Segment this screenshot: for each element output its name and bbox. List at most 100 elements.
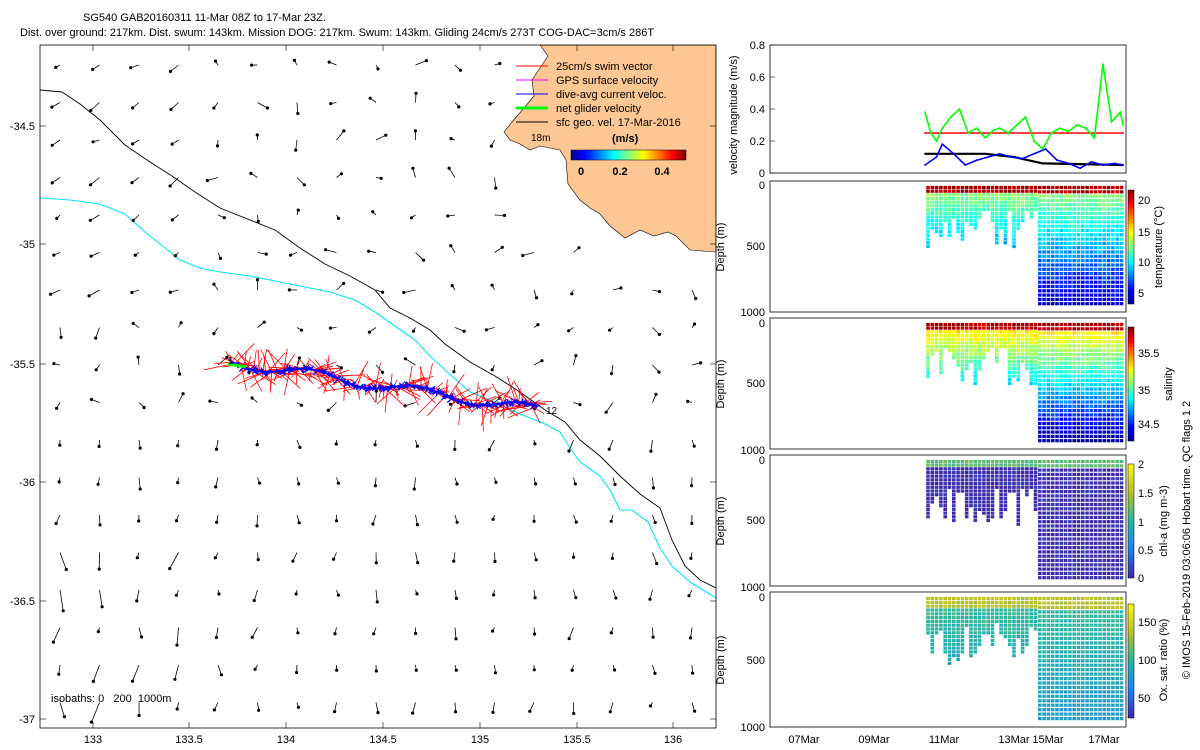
- temperature-point: [1098, 185, 1102, 190]
- temperature-point: [947, 211, 952, 215]
- chla-colorbar-tick: 1.5: [1138, 488, 1153, 500]
- temperature-point: [1020, 215, 1025, 219]
- oxygen-point: [1046, 614, 1051, 618]
- salinity-point: [1025, 352, 1029, 356]
- temperature-point: [1072, 272, 1076, 276]
- chla-point: [947, 467, 952, 471]
- salinity-point: [1115, 409, 1119, 413]
- chla-point: [1059, 472, 1064, 476]
- chla-point: [1081, 546, 1085, 550]
- temperature-point: [939, 211, 943, 215]
- temperature-point: [930, 189, 935, 193]
- chla-point: [1089, 563, 1094, 567]
- sfc-velocity-arrow-head: [692, 322, 697, 326]
- temperature-point: [1102, 224, 1107, 228]
- salinity-point: [952, 345, 956, 349]
- temperature-point: [1046, 216, 1051, 220]
- oxygen-point: [947, 654, 952, 658]
- temperature-point: [1076, 228, 1081, 233]
- salinity-point: [952, 341, 956, 345]
- salinity-point: [1115, 322, 1119, 327]
- chla-point: [1098, 558, 1102, 563]
- chla-point: [982, 504, 986, 508]
- sfc-velocity-arrow-head: [446, 214, 450, 218]
- sfc-velocity-arrow: [413, 477, 416, 490]
- salinity-point: [939, 359, 943, 363]
- oxygen-point: [1115, 632, 1119, 636]
- temperature-point: [1068, 284, 1072, 289]
- salinity-point: [1089, 434, 1094, 438]
- salinity-point: [1038, 327, 1042, 331]
- chla-point: [1076, 554, 1081, 558]
- temperature-point: [1102, 250, 1107, 254]
- temperature-point: [1016, 222, 1021, 226]
- sfc-velocity-arrow-head: [89, 254, 93, 258]
- chla-point: [1106, 546, 1111, 550]
- salinity-point: [960, 345, 965, 349]
- sfc-velocity-arrow-head: [613, 668, 617, 672]
- salinity-point: [1111, 378, 1115, 382]
- oxygen-point: [1050, 703, 1055, 707]
- oxygen-point: [1072, 685, 1076, 689]
- sfc-velocity-arrow-head: [379, 176, 383, 180]
- oxygen-point: [1038, 694, 1042, 698]
- chla-point: [977, 474, 982, 478]
- oxygen-point: [1029, 612, 1033, 616]
- oxygen-point: [1119, 628, 1124, 632]
- chla-point: [1025, 467, 1029, 471]
- sfc-velocity-arrow: [568, 627, 574, 639]
- swim-vector-arrow: [378, 378, 385, 389]
- sfc-velocity-arrow-head: [414, 631, 418, 636]
- temperature-point: [1111, 280, 1115, 284]
- chla-point: [1106, 567, 1111, 571]
- salinity-point: [926, 352, 930, 356]
- temperature-point: [1085, 194, 1089, 198]
- oxygen-point: [1007, 635, 1012, 639]
- chla-point: [1093, 464, 1098, 468]
- chla-point: [1063, 498, 1068, 502]
- salinity-point: [973, 322, 978, 327]
- chla-point: [1033, 500, 1038, 504]
- oxygen-point: [1020, 600, 1025, 604]
- sfc-velocity-arrow-head: [491, 629, 495, 633]
- salinity-point: [1102, 396, 1107, 400]
- swim-vector-arrow: [448, 399, 455, 413]
- salinity-point: [1029, 330, 1033, 334]
- salinity-point: [1068, 322, 1072, 327]
- sfc-velocity-arrow-head: [131, 321, 135, 325]
- temperature-point: [1098, 297, 1102, 301]
- oxygen-point: [1115, 650, 1119, 654]
- oxygen-point: [1003, 600, 1008, 604]
- chla-point: [1025, 478, 1029, 482]
- chla-point: [1063, 554, 1068, 558]
- chla-point: [1106, 468, 1111, 472]
- temperature-point: [1085, 211, 1089, 215]
- salinity-point: [1020, 330, 1025, 334]
- sfc-velocity-arrow: [652, 627, 654, 638]
- oxygen-point: [1089, 623, 1094, 627]
- chla-point: [1081, 498, 1085, 502]
- temperature-point: [1050, 297, 1055, 301]
- chla-point: [1033, 482, 1038, 486]
- salinity-point: [1059, 383, 1064, 387]
- depth-tick-label: 1000: [741, 307, 765, 319]
- swim-vector-arrow: [214, 361, 233, 365]
- oxygen-point: [1093, 601, 1098, 605]
- salinity-point: [1046, 331, 1051, 335]
- temperature-point: [1085, 276, 1089, 280]
- temperature-point: [1046, 246, 1051, 250]
- salinity-point: [1068, 365, 1072, 370]
- temperature-point: [1076, 211, 1081, 215]
- salinity-point: [1016, 348, 1021, 352]
- temperature-point: [1042, 211, 1046, 215]
- sfc-velocity-arrow: [328, 402, 337, 411]
- salinity-point: [1115, 361, 1119, 365]
- sfc-velocity-arrow-head: [89, 108, 93, 113]
- oxygen-point: [1089, 663, 1094, 667]
- temperature-point: [1038, 224, 1042, 228]
- oxygen-point: [1076, 632, 1081, 636]
- temperature-point: [1059, 280, 1064, 284]
- oxygen-point: [1089, 641, 1094, 645]
- salinity-point: [1055, 335, 1059, 339]
- salinity-point: [1093, 370, 1098, 374]
